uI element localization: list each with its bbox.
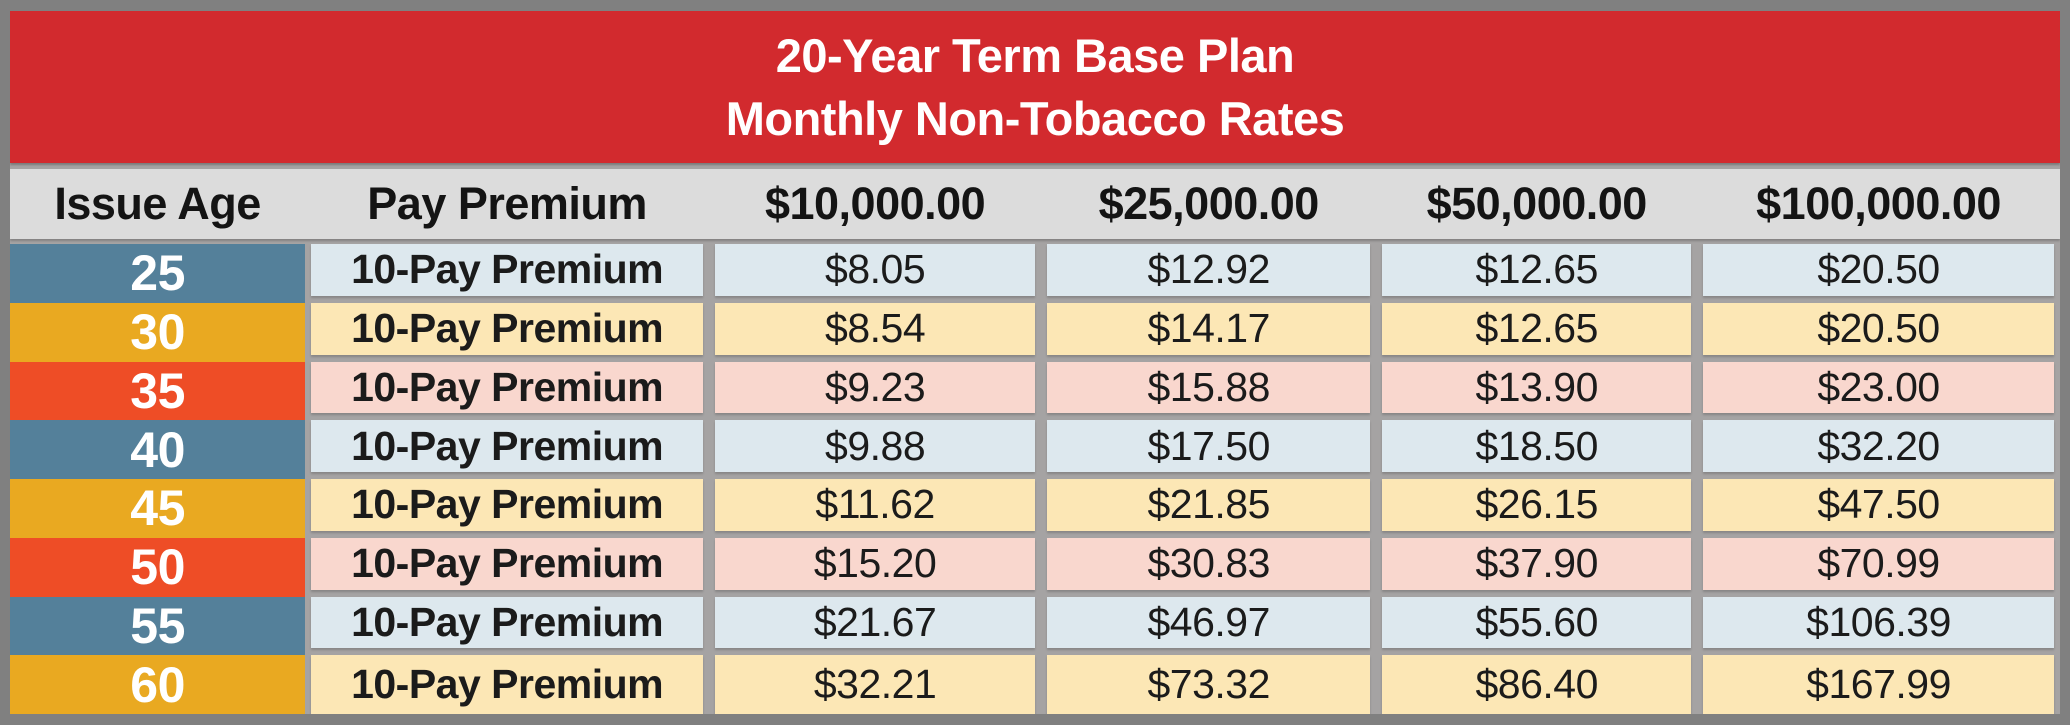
rate-cell-100000: $106.39 [1703, 596, 2054, 649]
table-row: 25 10-Pay Premium $8.05 $12.92 $12.65 $2… [10, 244, 2060, 303]
rate-cell-50000: $37.90 [1382, 537, 1692, 590]
rate-cell-10000: $8.05 [715, 244, 1036, 296]
pay-premium-cell: 10-Pay Premium [311, 244, 704, 296]
table-row: 30 10-Pay Premium $8.54 $14.17 $12.65 $2… [10, 302, 2060, 362]
issue-age-cell: 30 [10, 302, 306, 362]
issue-age-cell: 25 [10, 244, 306, 303]
rate-cell-100000: $70.99 [1703, 537, 2054, 590]
rate-cell-50000: $12.65 [1382, 302, 1692, 355]
table-row: 45 10-Pay Premium $11.62 $21.85 $26.15 $… [10, 479, 2060, 538]
pay-premium-cell: 10-Pay Premium [311, 302, 704, 355]
rate-cell-100000: $167.99 [1703, 655, 2054, 714]
pay-premium-cell: 10-Pay Premium [311, 361, 704, 414]
issue-age-cell: 35 [10, 361, 306, 421]
rate-cell-10000: $15.20 [715, 537, 1036, 590]
rate-cell-10000: $21.67 [715, 596, 1036, 649]
rate-cell-10000: $8.54 [715, 302, 1036, 355]
col-header-pay-premium: Pay Premium [367, 178, 647, 229]
rate-cell-50000: $12.65 [1382, 244, 1692, 296]
rate-cell-100000: $47.50 [1703, 479, 2054, 531]
title-line-1: 20-Year Term Base Plan [775, 29, 1295, 82]
rate-cell-10000: $11.62 [715, 479, 1036, 531]
table-title-band: 20-Year Term Base Plan Monthly Non-Tobac… [10, 11, 2060, 163]
table-row: 60 10-Pay Premium $32.21 $73.32 $86.40 $… [10, 655, 2060, 714]
rate-cell-50000: $13.90 [1382, 361, 1692, 414]
issue-age-cell: 40 [10, 420, 306, 479]
pay-premium-cell: 10-Pay Premium [311, 537, 704, 590]
rate-cell-50000: $18.50 [1382, 420, 1692, 472]
issue-age-cell: 45 [10, 479, 306, 538]
rate-cell-50000: $86.40 [1382, 655, 1692, 714]
rate-cell-50000: $26.15 [1382, 479, 1692, 531]
table-row: 35 10-Pay Premium $9.23 $15.88 $13.90 $2… [10, 361, 2060, 421]
col-header-50000: $50,000.00 [1426, 178, 1648, 229]
rate-table: 20-Year Term Base Plan Monthly Non-Tobac… [10, 11, 2060, 714]
rate-cell-10000: $32.21 [715, 655, 1036, 714]
issue-age-cell: 60 [10, 655, 306, 714]
rate-cell-25000: $46.97 [1047, 596, 1371, 649]
rate-cell-100000: $20.50 [1703, 244, 2054, 296]
col-header-25000: $25,000.00 [1098, 178, 1320, 229]
issue-age-cell: 55 [10, 596, 306, 656]
pay-premium-cell: 10-Pay Premium [311, 479, 704, 531]
rate-cell-100000: $32.20 [1703, 420, 2054, 472]
pay-premium-cell: 10-Pay Premium [311, 655, 704, 714]
pay-premium-cell: 10-Pay Premium [311, 596, 704, 649]
rate-cell-10000: $9.23 [715, 361, 1036, 414]
rate-cell-25000: $30.83 [1047, 537, 1371, 590]
issue-age-cell: 50 [10, 537, 306, 597]
rate-cell-50000: $55.60 [1382, 596, 1692, 649]
col-header-issue-age: Issue Age [54, 178, 261, 229]
table-rows: 25 10-Pay Premium $8.05 $12.92 $12.65 $2… [10, 244, 2060, 714]
col-header-10000: $10,000.00 [764, 178, 986, 229]
table-row: 40 10-Pay Premium $9.88 $17.50 $18.50 $3… [10, 420, 2060, 479]
rate-cell-100000: $23.00 [1703, 361, 2054, 414]
rate-cell-25000: $12.92 [1047, 244, 1371, 296]
column-header-row: Issue Age Pay Premium $10,000.00 $25,000… [10, 169, 2060, 239]
rate-cell-100000: $20.50 [1703, 302, 2054, 355]
rate-cell-25000: $21.85 [1047, 479, 1371, 531]
rate-cell-25000: $73.32 [1047, 655, 1371, 714]
rate-cell-25000: $15.88 [1047, 361, 1371, 414]
rate-cell-25000: $17.50 [1047, 420, 1371, 472]
title-line-2: Monthly Non-Tobacco Rates [725, 92, 1345, 145]
col-header-100000: $100,000.00 [1756, 178, 2001, 229]
table-row: 55 10-Pay Premium $21.67 $46.97 $55.60 $… [10, 596, 2060, 656]
table-row: 50 10-Pay Premium $15.20 $30.83 $37.90 $… [10, 537, 2060, 597]
rate-cell-10000: $9.88 [715, 420, 1036, 472]
pay-premium-cell: 10-Pay Premium [311, 420, 704, 472]
rate-cell-25000: $14.17 [1047, 302, 1371, 355]
